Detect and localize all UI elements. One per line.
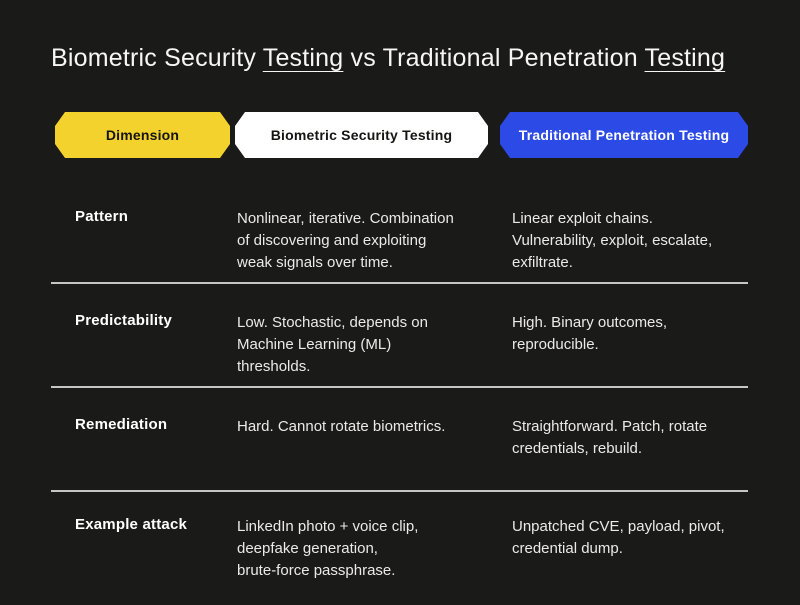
row-label-pattern: Pattern — [75, 208, 129, 225]
cell-pattern-biometric: Nonlinear, iterative. Combination of dis… — [237, 210, 454, 271]
header-badge-dimension-label: Dimension — [105, 127, 180, 143]
header-badge-biometric-security-testing: Biometric Security Testing — [235, 112, 488, 158]
table-row-pattern: Pattern Nonlinear, iterative. Combinatio… — [51, 180, 748, 284]
title-segment: Biometric Security — [51, 44, 263, 72]
table-header-row: Dimension Biometric Security Testing Tra… — [51, 112, 748, 158]
table-row-example-attack: Example attack LinkedIn photo + voice cl… — [51, 492, 748, 582]
comparison-table: Pattern Nonlinear, iterative. Combinatio… — [51, 180, 748, 582]
row-label-remediation: Remediation — [75, 416, 168, 433]
header-badge-dimension: Dimension — [55, 112, 230, 158]
row-label-example-attack: Example attack — [75, 516, 188, 533]
cell-remediation-traditional: Straightforward. Patch, rotate credentia… — [512, 418, 708, 457]
cell-example-attack-biometric: LinkedIn photo + voice clip, deepfake ge… — [237, 518, 419, 579]
cell-example-attack-traditional: Unpatched CVE, payload, pivot, credentia… — [512, 518, 725, 557]
row-label-predictability: Predictability — [75, 312, 172, 329]
cell-pattern-traditional: Linear exploit chains. Vulnerability, ex… — [512, 210, 713, 271]
header-badge-biometric-label: Biometric Security Testing — [270, 127, 453, 143]
header-badge-traditional-label: Traditional Penetration Testing — [518, 127, 730, 143]
page-title: Biometric Security Testing vs Traditiona… — [51, 0, 748, 74]
title-underlined-word: Testing — [262, 44, 344, 72]
cell-predictability-traditional: High. Binary outcomes, reproducible. — [512, 314, 668, 353]
title-segment: vs Traditional Penetration — [343, 44, 645, 72]
header-badge-traditional-penetration-testing: Traditional Penetration Testing — [500, 112, 748, 158]
table-row-predictability: Predictability Low. Stochastic, depends … — [51, 284, 748, 388]
title-underlined-word: Testing — [644, 44, 726, 72]
table-row-remediation: Remediation Hard. Cannot rotate biometri… — [51, 388, 748, 492]
cell-remediation-biometric: Hard. Cannot rotate biometrics. — [237, 418, 446, 435]
cell-predictability-biometric: Low. Stochastic, depends on Machine Lear… — [237, 314, 428, 375]
